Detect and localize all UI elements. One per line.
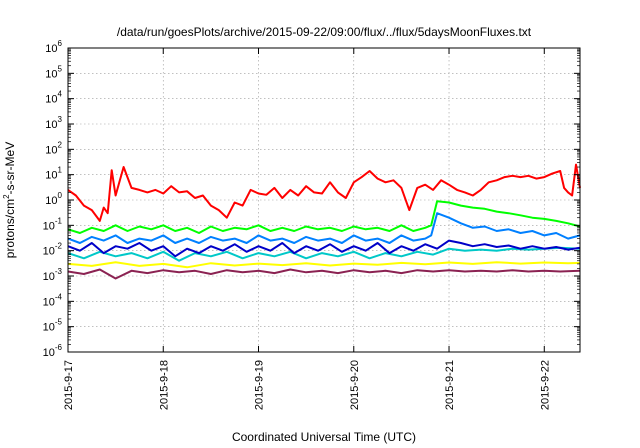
series-line-4 bbox=[67, 246, 581, 262]
y-tick-label: 106 bbox=[45, 39, 62, 55]
y-axis-label-base: protons/cm bbox=[3, 199, 17, 258]
y-tick-base: 10 bbox=[43, 271, 55, 283]
y-tick-label: 104 bbox=[45, 90, 62, 106]
y-axis-label-rest: -s-sr-MeV bbox=[3, 142, 17, 195]
y-tick-base: 10 bbox=[45, 119, 57, 131]
grid bbox=[68, 48, 580, 352]
y-tick-label: 10-1 bbox=[43, 216, 63, 232]
y-tick-label: 101 bbox=[45, 166, 62, 182]
y-tick-label: 10-6 bbox=[43, 343, 63, 359]
y-tick-exponent: 0 bbox=[58, 191, 63, 200]
y-tick-exponent: 3 bbox=[58, 115, 63, 124]
y-tick-base: 10 bbox=[43, 246, 55, 258]
x-tick-label: 2015-9-19 bbox=[254, 360, 266, 410]
series-line-3 bbox=[67, 212, 581, 244]
y-tick-exponent: 5 bbox=[58, 64, 63, 73]
y-tick-base: 10 bbox=[43, 296, 55, 308]
y-axis-label-sup: 2 bbox=[2, 194, 11, 199]
y-tick-base: 10 bbox=[43, 220, 55, 232]
x-tick-label: 2015-9-22 bbox=[539, 360, 551, 410]
y-tick-label: 103 bbox=[45, 115, 62, 131]
y-tick-exponent: 1 bbox=[58, 166, 63, 175]
y-tick-label: 100 bbox=[45, 191, 62, 207]
y-tick-exponent: 4 bbox=[58, 90, 63, 99]
y-axis: 10-610-510-410-310-210-11001011021031041… bbox=[43, 39, 580, 359]
y-tick-exponent: -3 bbox=[55, 267, 63, 276]
y-tick-base: 10 bbox=[45, 170, 57, 182]
y-tick-label: 10-3 bbox=[43, 267, 63, 283]
y-tick-exponent: -6 bbox=[55, 343, 63, 352]
y-tick-label: 102 bbox=[45, 140, 62, 156]
series-line-7 bbox=[67, 268, 581, 280]
y-tick-exponent: -4 bbox=[55, 292, 63, 301]
y-tick-exponent: -1 bbox=[55, 216, 63, 225]
y-axis-label: protons/cm2-s-sr-MeV bbox=[2, 142, 17, 258]
x-axis-label: Coordinated Universal Time (UTC) bbox=[232, 430, 416, 444]
y-tick-base: 10 bbox=[45, 195, 57, 207]
chart-title: /data/run/goesPlots/archive/2015-09-22/0… bbox=[117, 25, 532, 39]
series-line-6 bbox=[67, 261, 581, 269]
series-line-2 bbox=[67, 200, 581, 234]
y-tick-label: 10-4 bbox=[43, 292, 63, 308]
y-tick-exponent: -5 bbox=[55, 318, 63, 327]
x-tick-label: 2015-9-20 bbox=[349, 360, 361, 410]
y-tick-base: 10 bbox=[43, 322, 55, 334]
x-axis: 2015-9-17 2015-9-18 2015-9-19 2015-9-20 2015… bbox=[63, 48, 551, 410]
x-tick-label: 2015-9-18 bbox=[158, 360, 170, 410]
x-tick-label: 2015-9-17 bbox=[63, 360, 75, 410]
series-line-1 bbox=[67, 163, 581, 222]
y-tick-base: 10 bbox=[45, 68, 57, 80]
y-tick-label: 10-5 bbox=[43, 318, 63, 334]
y-tick-base: 10 bbox=[43, 347, 55, 359]
y-tick-base: 10 bbox=[45, 94, 57, 106]
plot-series bbox=[67, 163, 581, 280]
y-tick-exponent: 6 bbox=[58, 39, 63, 48]
y-tick-exponent: 2 bbox=[58, 140, 63, 149]
y-tick-exponent: -2 bbox=[55, 242, 63, 251]
series-line-5 bbox=[67, 239, 581, 258]
y-tick-base: 10 bbox=[45, 144, 57, 156]
x-tick-label: 2015-9-21 bbox=[444, 360, 456, 410]
y-tick-base: 10 bbox=[45, 43, 57, 55]
y-tick-label: 105 bbox=[45, 64, 62, 80]
y-tick-label: 10-2 bbox=[43, 242, 63, 258]
